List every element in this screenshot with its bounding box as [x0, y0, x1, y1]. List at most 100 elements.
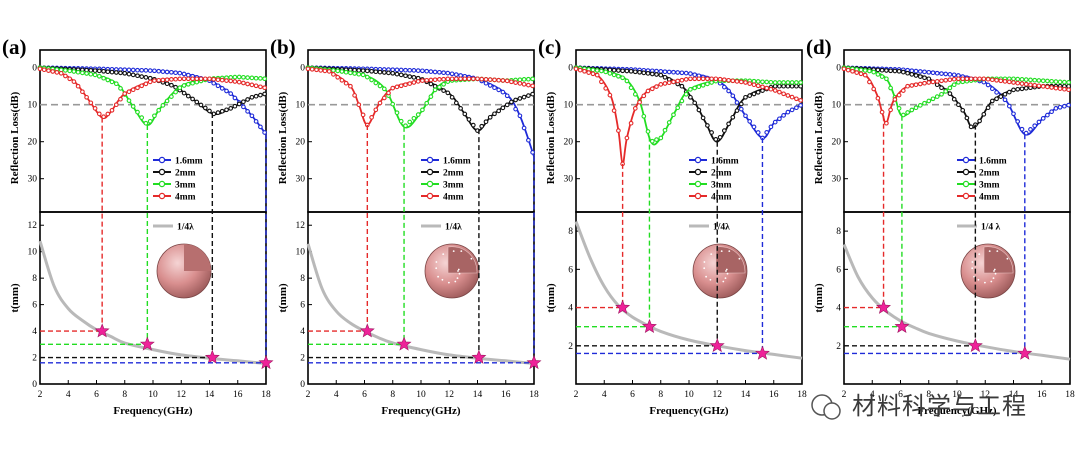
bottom-xtick-label: 16 — [501, 390, 511, 400]
rl-marker-2mm — [126, 71, 132, 77]
top-ytick-label: 20 — [832, 138, 842, 148]
rl-marker-1.6mm — [500, 89, 506, 95]
sphere-dot — [993, 268, 996, 271]
rl-marker-4mm — [1015, 80, 1021, 86]
rl-marker-2mm — [777, 83, 782, 89]
rl-marker-2mm — [977, 118, 982, 124]
rl-marker-4mm — [649, 86, 655, 92]
rl-marker-1.6mm — [241, 104, 246, 110]
rl-marker-2mm — [190, 96, 195, 102]
bottom-ytick-label: 4 — [300, 327, 305, 337]
bottom-xtick-label: 4 — [66, 390, 71, 400]
rl-marker-1.6mm — [169, 69, 174, 75]
rl-marker-4mm — [896, 92, 902, 98]
rl-marker-2mm — [951, 96, 957, 102]
sphere-dot — [996, 250, 999, 253]
bottom-xtick-label: 6 — [94, 390, 99, 400]
rl-marker-2mm — [624, 68, 630, 74]
rl-marker-2mm — [530, 91, 535, 97]
bottom-xtick-label: 2 — [842, 390, 847, 400]
rl-marker-4mm — [1002, 79, 1008, 84]
legend-label-4mm: 4mm — [175, 193, 196, 203]
rl-marker-1.6mm — [777, 116, 782, 122]
rl-marker-4mm — [314, 67, 319, 73]
rl-marker-2mm — [253, 93, 259, 99]
rl-marker-4mm — [147, 79, 153, 85]
bottom-xtick-label: 4 — [334, 390, 339, 400]
bottom-xlabel: Frequency(GHz) — [649, 405, 729, 417]
bottom-xtick-label: 4 — [870, 390, 875, 400]
rl-marker-1.6mm — [1006, 103, 1012, 109]
top-ytick-label: 30 — [564, 175, 574, 185]
rl-marker-3mm — [875, 72, 881, 77]
top-ytick-label: 0 — [568, 64, 573, 74]
bottom-ytick-label: 2 — [568, 342, 573, 352]
rl-marker-1.6mm — [526, 137, 531, 143]
top-ylabel: Reflection Loss(dB) — [545, 91, 557, 184]
sphere-dot — [973, 275, 975, 278]
rl-marker-4mm — [628, 120, 634, 126]
legend-marker-3mm — [962, 180, 970, 188]
rl-marker-3mm — [152, 113, 157, 119]
legend-marker-4mm — [694, 192, 702, 200]
quarter-wavelength-curve — [38, 240, 267, 365]
rl-marker-3mm — [185, 81, 191, 87]
rl-marker-4mm — [453, 76, 459, 82]
match-star-1.6mm — [1017, 345, 1033, 360]
rl-marker-4mm — [143, 81, 149, 87]
rl-marker-1.6mm — [675, 70, 681, 75]
rl-marker-4mm — [198, 76, 204, 82]
rl-marker-4mm — [599, 79, 604, 85]
bottom-xtick-label: 10 — [952, 390, 962, 400]
rl-curve-4mm — [307, 67, 535, 126]
rl-marker-3mm — [947, 85, 953, 91]
bottom-ylabel: t(mm) — [545, 283, 557, 313]
rl-marker-2mm — [487, 114, 493, 120]
top-ytick-label: 10 — [832, 101, 842, 111]
rl-marker-4mm — [1062, 86, 1067, 92]
rl-marker-4mm — [135, 85, 140, 91]
rl-marker-4mm — [58, 70, 64, 76]
rl-marker-2mm — [105, 69, 111, 75]
rl-marker-1.6mm — [666, 69, 672, 75]
rl-marker-3mm — [352, 71, 357, 76]
rl-marker-2mm — [760, 88, 765, 93]
rl-marker-3mm — [764, 79, 770, 85]
match-star-3mm — [894, 318, 910, 333]
rl-marker-3mm — [611, 72, 617, 78]
rl-marker-4mm — [573, 66, 579, 72]
sphere-dot — [703, 267, 706, 270]
rl-marker-4mm — [616, 128, 621, 133]
rl-marker-1.6mm — [487, 83, 493, 88]
rl-marker-4mm — [607, 92, 613, 98]
rl-marker-4mm — [470, 76, 476, 82]
rl-marker-4mm — [789, 94, 795, 100]
rl-marker-4mm — [335, 74, 341, 80]
top-ytick-label: 30 — [28, 175, 38, 185]
rl-marker-4mm — [483, 77, 489, 82]
rl-marker-4mm — [611, 108, 617, 113]
rl-marker-4mm — [947, 77, 953, 83]
top-ytick-label: 20 — [564, 138, 574, 148]
rl-marker-4mm — [586, 70, 592, 75]
rl-marker-4mm — [181, 76, 187, 82]
panel-label: (c) — [538, 35, 561, 59]
bottom-xlabel: Frequency(GHz) — [381, 405, 461, 417]
rl-marker-2mm — [649, 71, 655, 77]
rl-marker-2mm — [679, 83, 685, 89]
rl-marker-2mm — [981, 111, 987, 117]
rl-marker-4mm — [1032, 82, 1038, 88]
rl-marker-3mm — [105, 77, 111, 83]
bottom-ytick-label: 6 — [836, 265, 841, 275]
rl-marker-4mm — [517, 81, 523, 86]
rl-marker-1.6mm — [764, 130, 770, 135]
rl-marker-1.6mm — [441, 70, 446, 76]
rl-marker-1.6mm — [130, 67, 136, 73]
rl-marker-4mm — [798, 98, 803, 103]
rl-marker-3mm — [871, 69, 877, 75]
rl-marker-4mm — [80, 89, 85, 95]
rl-marker-4mm — [386, 90, 391, 96]
rl-marker-3mm — [772, 80, 778, 85]
bottom-xtick-label: 2 — [38, 390, 43, 400]
rl-marker-1.6mm — [994, 90, 999, 95]
